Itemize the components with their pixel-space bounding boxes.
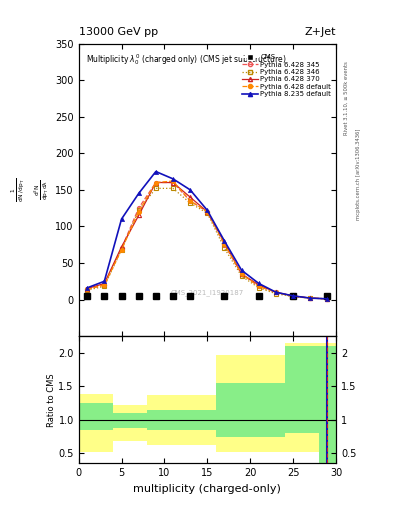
Y-axis label: $\mathregular{\frac{1}{\mathrm{d}N\,/\,\mathrm{d}p_T}}$
$\mathregular{\frac{\mat: $\mathregular{\frac{1}{\mathrm{d}N\,/\,\… — [10, 178, 51, 202]
Text: Z+Jet: Z+Jet — [305, 27, 336, 37]
Text: mcplots.cern.ch [arXiv:1306.3436]: mcplots.cern.ch [arXiv:1306.3436] — [356, 128, 361, 220]
Text: Rivet 3.1.10, ≥ 500k events: Rivet 3.1.10, ≥ 500k events — [344, 61, 349, 135]
X-axis label: multiplicity (charged-only): multiplicity (charged-only) — [133, 484, 281, 494]
Text: 13000 GeV pp: 13000 GeV pp — [79, 27, 158, 37]
Text: CMS_2021_I1920187: CMS_2021_I1920187 — [171, 289, 244, 295]
Legend: CMS, Pythia 6.428 345, Pythia 6.428 346, Pythia 6.428 370, Pythia 6.428 default,: CMS, Pythia 6.428 345, Pythia 6.428 346,… — [241, 53, 332, 99]
Y-axis label: Ratio to CMS: Ratio to CMS — [47, 373, 55, 426]
Text: Multiplicity $\lambda_0^0$ (charged only) (CMS jet substructure): Multiplicity $\lambda_0^0$ (charged only… — [86, 52, 287, 67]
